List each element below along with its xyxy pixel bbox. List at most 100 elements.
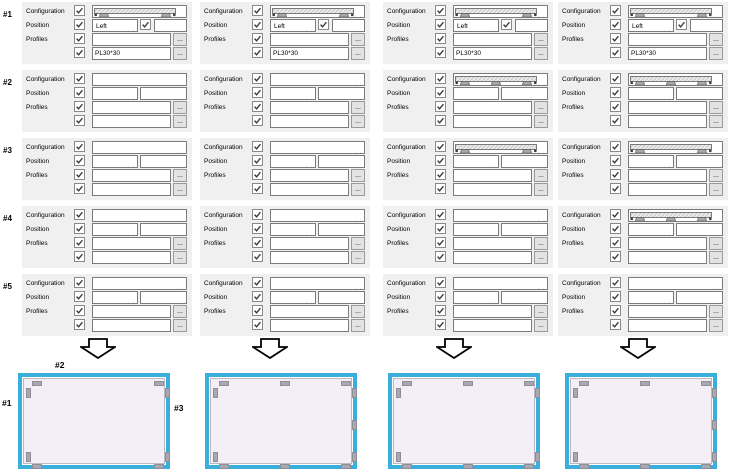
position-checkbox[interactable] — [74, 19, 85, 30]
position-checkbox[interactable] — [74, 87, 85, 98]
profile-checkbox-2[interactable] — [435, 47, 446, 58]
position-combobox[interactable]: Left — [270, 19, 316, 32]
position-combobox[interactable] — [92, 223, 138, 236]
configuration-combobox[interactable] — [628, 5, 723, 18]
profile-checkbox-1[interactable] — [74, 33, 85, 44]
position-combobox[interactable] — [453, 155, 499, 168]
configuration-checkbox[interactable] — [610, 5, 621, 16]
browse-button-2[interactable]: ... — [173, 47, 187, 60]
profile-field-2[interactable] — [270, 115, 349, 128]
profile-checkbox-1[interactable] — [435, 169, 446, 180]
profile-checkbox-2[interactable] — [435, 319, 446, 330]
configuration-checkbox[interactable] — [610, 141, 621, 152]
position-checkbox[interactable] — [252, 87, 263, 98]
browse-button-1[interactable]: ... — [351, 237, 365, 250]
position-secondary-checkbox[interactable] — [676, 19, 687, 30]
configuration-checkbox[interactable] — [435, 5, 446, 16]
position-value-field[interactable] — [140, 291, 187, 304]
browse-button-1[interactable]: ... — [351, 305, 365, 318]
profile-checkbox-2[interactable] — [610, 319, 621, 330]
position-secondary-checkbox[interactable] — [501, 19, 512, 30]
configuration-checkbox[interactable] — [252, 209, 263, 220]
browse-button-1[interactable]: ... — [173, 305, 187, 318]
position-checkbox[interactable] — [610, 87, 621, 98]
profile-field-2[interactable] — [453, 115, 532, 128]
configuration-combobox[interactable] — [92, 73, 187, 86]
position-value-field[interactable] — [690, 19, 723, 32]
profile-field-2[interactable] — [92, 47, 171, 60]
position-value-field[interactable] — [140, 223, 187, 236]
browse-button-2[interactable]: ... — [173, 319, 187, 332]
profile-field-1[interactable] — [270, 33, 349, 46]
position-combobox[interactable] — [92, 291, 138, 304]
position-combobox[interactable] — [270, 291, 316, 304]
profile-field-2[interactable] — [92, 183, 171, 196]
configuration-combobox[interactable] — [453, 141, 548, 154]
profile-checkbox-1[interactable] — [435, 33, 446, 44]
position-combobox[interactable]: Left — [453, 19, 499, 32]
browse-button-1[interactable]: ... — [173, 33, 187, 46]
browse-button-2[interactable]: ... — [709, 183, 723, 196]
configuration-checkbox[interactable] — [252, 141, 263, 152]
position-combobox[interactable] — [270, 155, 316, 168]
position-combobox[interactable] — [628, 291, 674, 304]
profile-checkbox-2[interactable] — [252, 183, 263, 194]
profile-field-2[interactable] — [453, 251, 532, 264]
profile-field-2[interactable] — [628, 47, 707, 60]
browse-button-1[interactable]: ... — [709, 237, 723, 250]
profile-field-2[interactable] — [92, 319, 171, 332]
profile-field-1[interactable] — [92, 237, 171, 250]
configuration-checkbox[interactable] — [74, 141, 85, 152]
profile-checkbox-2[interactable] — [252, 115, 263, 126]
profile-field-1[interactable] — [453, 33, 532, 46]
profile-field-1[interactable] — [628, 101, 707, 114]
position-value-field[interactable] — [515, 19, 548, 32]
position-checkbox[interactable] — [435, 291, 446, 302]
browse-button-2[interactable]: ... — [351, 251, 365, 264]
configuration-checkbox[interactable] — [252, 73, 263, 84]
profile-checkbox-2[interactable] — [74, 319, 85, 330]
position-combobox[interactable] — [270, 223, 316, 236]
profile-checkbox-1[interactable] — [74, 305, 85, 316]
profile-checkbox-1[interactable] — [610, 169, 621, 180]
profile-checkbox-2[interactable] — [610, 251, 621, 262]
configuration-combobox[interactable] — [453, 209, 548, 222]
profile-field-2[interactable] — [628, 183, 707, 196]
browse-button-2[interactable]: ... — [351, 47, 365, 60]
browse-button-2[interactable]: ... — [709, 319, 723, 332]
configuration-checkbox[interactable] — [435, 73, 446, 84]
configuration-checkbox[interactable] — [435, 277, 446, 288]
configuration-combobox[interactable] — [628, 277, 723, 290]
profile-field-1[interactable] — [270, 169, 349, 182]
configuration-checkbox[interactable] — [74, 73, 85, 84]
profile-checkbox-1[interactable] — [74, 169, 85, 180]
profile-field-1[interactable] — [92, 169, 171, 182]
position-combobox[interactable] — [628, 155, 674, 168]
profile-field-2[interactable] — [270, 47, 349, 60]
position-checkbox[interactable] — [74, 155, 85, 166]
browse-button-2[interactable]: ... — [534, 319, 548, 332]
position-checkbox[interactable] — [252, 19, 263, 30]
profile-checkbox-1[interactable] — [252, 305, 263, 316]
browse-button-1[interactable]: ... — [351, 169, 365, 182]
profile-field-2[interactable] — [270, 183, 349, 196]
profile-checkbox-2[interactable] — [74, 183, 85, 194]
profile-checkbox-1[interactable] — [610, 305, 621, 316]
profile-checkbox-2[interactable] — [435, 183, 446, 194]
profile-field-1[interactable] — [628, 305, 707, 318]
configuration-combobox[interactable] — [270, 277, 365, 290]
profile-field-1[interactable] — [270, 305, 349, 318]
position-checkbox[interactable] — [610, 291, 621, 302]
position-value-field[interactable] — [318, 87, 365, 100]
configuration-checkbox[interactable] — [74, 5, 85, 16]
browse-button-2[interactable]: ... — [351, 115, 365, 128]
profile-checkbox-2[interactable] — [435, 115, 446, 126]
position-secondary-checkbox[interactable] — [318, 19, 329, 30]
profile-field-1[interactable] — [92, 33, 171, 46]
position-checkbox[interactable] — [435, 19, 446, 30]
browse-button-1[interactable]: ... — [534, 169, 548, 182]
profile-checkbox-2[interactable] — [252, 47, 263, 58]
position-checkbox[interactable] — [252, 155, 263, 166]
profile-checkbox-1[interactable] — [74, 101, 85, 112]
browse-button-2[interactable]: ... — [534, 183, 548, 196]
